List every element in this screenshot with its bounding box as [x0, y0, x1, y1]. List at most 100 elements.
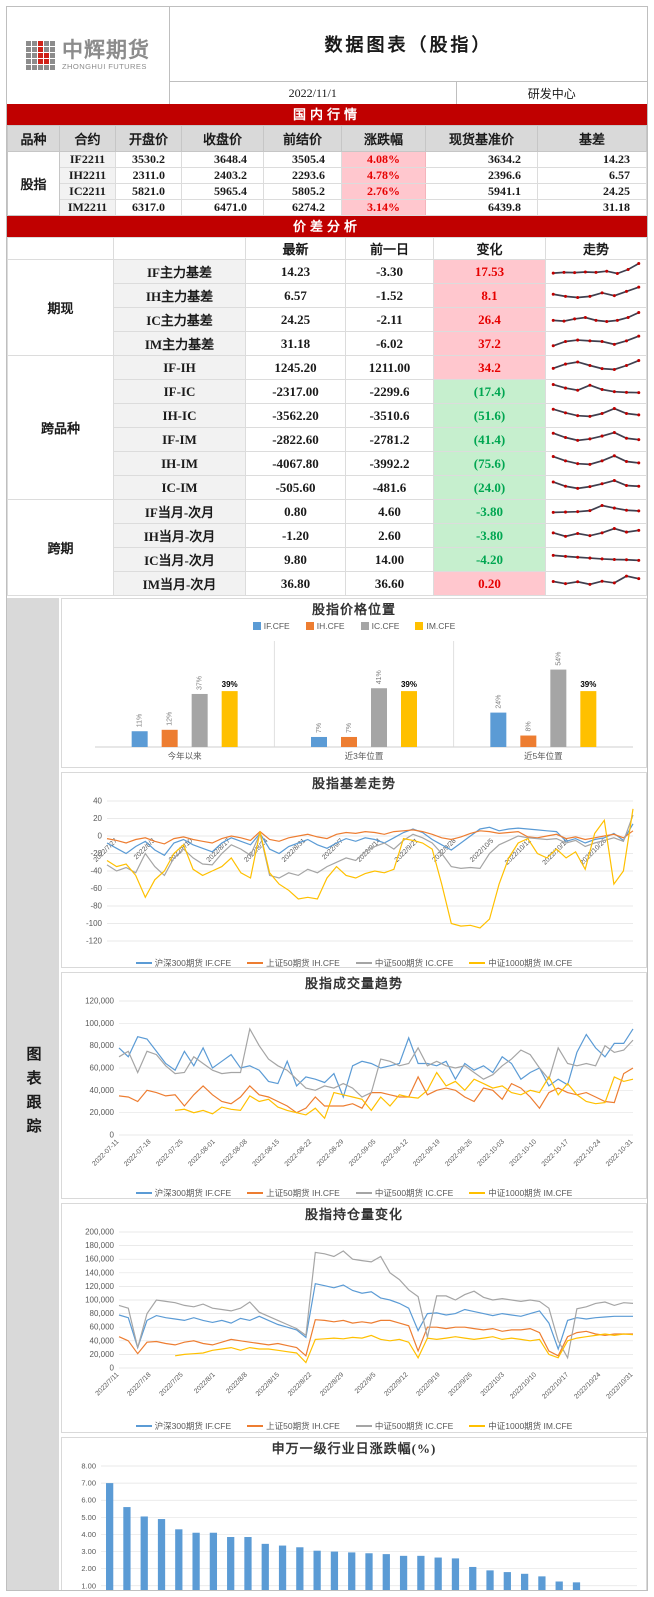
svg-text:140,000: 140,000: [85, 1268, 114, 1277]
cell-value: 3.14%: [341, 199, 426, 216]
trend-cell: [545, 283, 647, 308]
trend-cell: [545, 475, 647, 500]
trend-cell: [545, 379, 647, 404]
row-label: IM主力基差: [113, 331, 246, 356]
zhonghui-logo-icon: [26, 41, 55, 70]
line-chart: 200,000 180,000 160,000 140,000 120,000 100,0…: [85, 1228, 634, 1401]
legend-item: 上证50期货 IH.CFE: [247, 1420, 340, 1432]
charts-sidebar-label: 图表跟踪: [24, 1046, 41, 1142]
svg-text:8.00: 8.00: [81, 1462, 96, 1471]
cell-value: 3530.2: [115, 151, 182, 168]
change-value: (24.0): [433, 475, 546, 500]
column-header: 合约: [59, 125, 116, 152]
legend-label: IF.CFE: [263, 621, 290, 631]
svg-text:12%: 12%: [167, 712, 174, 726]
logo-name-en: ZHONGHUI FUTURES: [62, 61, 147, 71]
legend-item: IF.CFE: [252, 621, 290, 631]
chart-volume-trend: 股指成交量趋势 120,000 100,000 80,000 60,000 40,000…: [61, 972, 647, 1199]
svg-text:-100: -100: [86, 919, 103, 928]
svg-text:2022/10/12: 2022/10/12: [504, 837, 533, 866]
logo-text: 中辉期货 ZHONGHUI FUTURES: [62, 40, 150, 70]
charts-section: 图表跟踪 股指价格位置 IF.CFE IH.CFE IC.CFE IM.CFE 今年以…: [7, 598, 647, 1590]
cell-value: 4.78%: [341, 167, 426, 184]
svg-text:2022/7/11: 2022/7/11: [94, 1371, 120, 1397]
grouped-bar-chart: 今年以来 11% 12% 37% 39% 近3年位置 7% 7% 41% 39% 近5年位置 24% 8…: [95, 641, 633, 761]
svg-text:0: 0: [110, 1131, 115, 1140]
prev-value: -1.52: [345, 283, 434, 308]
trend-sparkline: [551, 383, 641, 395]
table-row: 期现 IF主力基差 14.23 -3.30 17.53: [7, 259, 647, 356]
row-label: IH当月-次月: [113, 523, 246, 548]
svg-text:7.00: 7.00: [81, 1479, 96, 1488]
latest-value: 24.25: [245, 307, 346, 332]
legend-label: IM.CFE: [426, 621, 456, 631]
legend-line-icon: [355, 1192, 372, 1194]
table-row: IC-IM -505.60 -481.6 (24.0): [8, 475, 647, 500]
group-label: 跨品种: [7, 355, 114, 500]
legend-swatch-icon: [252, 622, 261, 630]
latest-value: -2317.00: [245, 379, 346, 404]
column-header: 收盘价: [181, 125, 264, 152]
svg-text:2022-10-03: 2022-10-03: [476, 1138, 506, 1168]
legend-label: 上证50期货 IH.CFE: [266, 958, 340, 968]
latest-value: -505.60: [245, 475, 346, 500]
svg-text:2.00: 2.00: [81, 1564, 96, 1573]
cell-value: 2311.0: [115, 167, 182, 184]
table-row: IM当月-次月 36.80 36.60 0.20: [8, 571, 647, 596]
svg-text:2022/9/26: 2022/9/26: [447, 1371, 473, 1397]
svg-text:100,000: 100,000: [85, 1019, 114, 1028]
change-value: -3.80: [433, 523, 546, 548]
svg-text:2022/8/15: 2022/8/15: [255, 1371, 281, 1397]
latest-value: -2822.60: [245, 427, 346, 452]
prev-value: 2.60: [345, 523, 434, 548]
cell-value: 5941.1: [425, 183, 538, 200]
latest-value: 0.80: [245, 499, 346, 524]
svg-text:6.00: 6.00: [81, 1496, 96, 1505]
cell-value: 5805.2: [263, 183, 342, 200]
change-value: 26.4: [433, 307, 546, 332]
svg-text:近5年位置: 近5年位置: [524, 751, 563, 761]
prev-value: -3.30: [345, 259, 434, 284]
table-row: IH主力基差 6.57 -1.52 8.1: [8, 283, 647, 308]
row-label: IH-IC: [113, 403, 246, 428]
legend-line-icon: [247, 1425, 264, 1427]
bar-chart: 8.007.006.005.004.003.002.001.000.00-1.0…: [81, 1462, 637, 1590]
svg-text:20,000: 20,000: [90, 1350, 115, 1359]
legend-line-icon: [247, 962, 264, 964]
report-header: 中辉期货 ZHONGHUI FUTURES 数据图表（股指） 2022/11/1…: [7, 7, 647, 104]
report-frame: 中辉期货 ZHONGHUI FUTURES 数据图表（股指） 2022/11/1…: [6, 6, 648, 1591]
trend-sparkline: [551, 553, 641, 562]
legend-label: 上证50期货 IH.CFE: [266, 1188, 340, 1198]
svg-text:2022/7/25: 2022/7/25: [158, 1371, 184, 1397]
legend-label: 中证500期货 IC.CFE: [374, 958, 454, 968]
change-value: 17.53: [433, 259, 546, 284]
cell-value: 6317.0: [115, 199, 182, 216]
legend-item: IH.CFE: [305, 621, 345, 631]
legend-label: 上证50期货 IH.CFE: [266, 1421, 340, 1431]
latest-value: -1.20: [245, 523, 346, 548]
legend-item: 中证500期货 IC.CFE: [355, 1420, 453, 1432]
group-label: 跨期: [7, 499, 114, 596]
legend-item: 中证500期货 IC.CFE: [355, 1187, 453, 1199]
svg-text:2022/10/17: 2022/10/17: [541, 1371, 570, 1400]
report-department: 研发中心: [455, 82, 647, 104]
svg-text:2022/10/31: 2022/10/31: [605, 1371, 634, 1400]
spread-table: 最新 前一日 变化 走势 期现 IF主力基差 14.23 -3.30 17.53 IH主力基差 6.…: [7, 237, 647, 596]
legend-label: 沪深300期货 IF.CFE: [154, 1421, 232, 1431]
row-label: IH主力基差: [113, 283, 246, 308]
svg-text:4.00: 4.00: [81, 1530, 96, 1539]
change-value: (41.4): [433, 427, 546, 452]
cell-value: 6471.0: [181, 199, 264, 216]
svg-text:180,000: 180,000: [85, 1241, 114, 1250]
page-title: 数据图表（股指）: [324, 35, 493, 55]
row-label: IF当月-次月: [113, 499, 246, 524]
prev-value: -481.6: [345, 475, 434, 500]
svg-text:2022-10-10: 2022-10-10: [508, 1138, 538, 1168]
svg-text:2022-08-01: 2022-08-01: [187, 1138, 217, 1168]
table-row: IH-IM -4067.80 -3992.2 (75.6): [8, 451, 647, 476]
legend-line-icon: [135, 1425, 152, 1427]
svg-text:11%: 11%: [137, 714, 144, 728]
change-value: -4.20: [433, 547, 546, 572]
chart-legend: 沪深300期货 IF.CFE 上证50期货 IH.CFE 中证500期货 IC.CF…: [65, 1419, 643, 1433]
row-label: IF-IC: [113, 379, 246, 404]
